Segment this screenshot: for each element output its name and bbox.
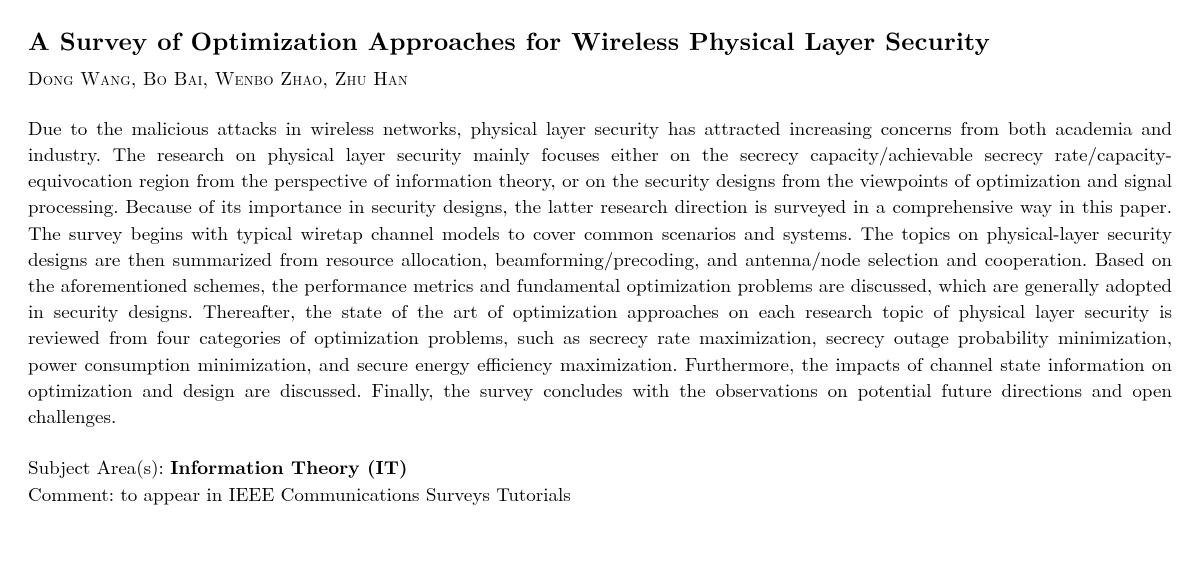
subject-area-label: Subject Area(s): (28, 453, 170, 480)
paper-title: A Survey of Optimization Approaches for … (28, 24, 1172, 59)
comment-line: Comment: to appear in IEEE Communication… (28, 481, 1172, 508)
subject-area-value: Information Theory (IT) (170, 452, 407, 480)
paper-authors: Dong Wang, Bo Bai, Wenbo Zhao, Zhu Han (28, 65, 1172, 91)
comment-value: to appear in IEEE Communications Surveys… (120, 480, 570, 507)
comment-label: Comment: (28, 480, 120, 507)
paper-abstract: Due to the malicious attacks in wireless… (28, 115, 1172, 430)
subject-area-line: Subject Area(s): Information Theory (IT) (28, 453, 1172, 481)
